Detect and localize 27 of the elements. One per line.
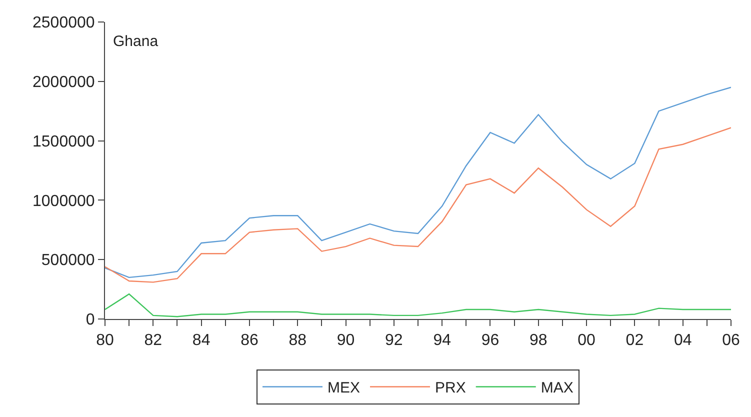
x-tick-label: 04 (674, 332, 692, 350)
y-tick-label: 1500000 (32, 133, 95, 150)
line-series (105, 127, 731, 283)
x-tick-label: 96 (481, 332, 500, 350)
x-tick-label: 90 (336, 332, 355, 350)
x-tick-label: 02 (626, 332, 644, 350)
x-tick-label: 88 (288, 332, 307, 350)
x-tick-label: 80 (96, 332, 114, 350)
y-tick-label: 500000 (41, 252, 95, 270)
x-tick-label: 06 (722, 332, 740, 350)
x-tick-label: 92 (385, 332, 403, 350)
line-series (105, 293, 731, 318)
line-series (105, 86, 731, 278)
x-tick-label: 82 (144, 332, 162, 350)
y-tick-label: 2000000 (32, 74, 95, 91)
x-tick-label: 94 (433, 332, 452, 350)
text: Ghana (113, 33, 159, 50)
x-tick-label: 86 (240, 332, 258, 350)
legend-label: MAX (540, 380, 574, 397)
y-tick-label: 1000000 (32, 192, 95, 210)
x-tick-label: 98 (529, 332, 548, 350)
y-tick-label: 2500000 (32, 14, 95, 32)
legend-label: PRX (435, 380, 466, 397)
y-tick-label: 0 (86, 312, 95, 329)
legend-label: MEX (328, 380, 360, 397)
x-tick-label: 84 (192, 332, 210, 350)
x-tick-label: 00 (578, 332, 596, 350)
